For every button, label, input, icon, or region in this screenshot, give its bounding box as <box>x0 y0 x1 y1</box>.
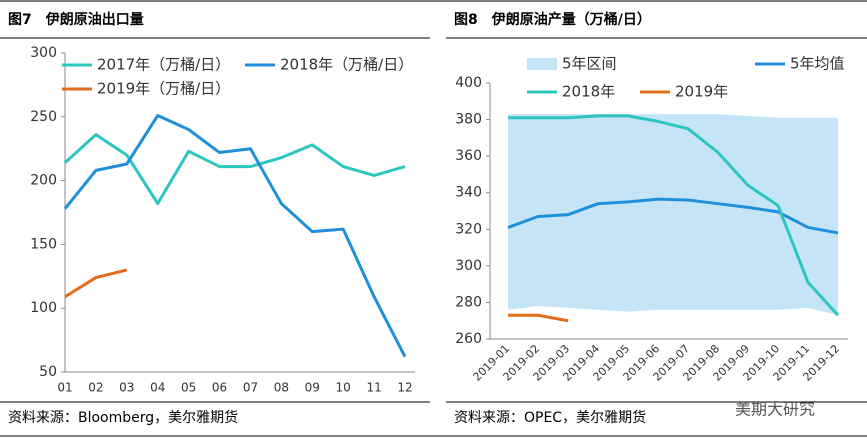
x-tick-label: 09 <box>305 381 320 395</box>
x-tick-label: 07 <box>243 381 258 395</box>
y-tick-label: 50 <box>39 364 57 380</box>
legend-label: 5年区间 <box>562 55 617 73</box>
y-tick-label: 200 <box>30 173 57 189</box>
x-tick-label: 03 <box>119 381 134 395</box>
band-area <box>508 114 838 316</box>
series-line <box>508 114 840 317</box>
legend-label: 2018年 <box>562 83 615 101</box>
y-tick-label: 280 <box>455 294 482 310</box>
y-tick-label: 100 <box>30 300 57 316</box>
y-tick-label: 300 <box>30 45 57 61</box>
x-tick-label: 11 <box>366 381 381 395</box>
y-tick-label: 320 <box>455 221 482 237</box>
legend-label: 5年均值 <box>790 55 845 73</box>
series-line <box>64 268 128 298</box>
source: 资料来源：OPEC，美尔雅期货 <box>454 409 646 426</box>
y-tick-label: 300 <box>455 258 482 274</box>
legend-swatch <box>527 58 557 70</box>
x-tick-label: 12 <box>397 381 412 395</box>
x-tick-label: 01 <box>57 381 72 395</box>
x-tick-label: 10 <box>336 381 351 395</box>
x-tick-label: 05 <box>181 381 196 395</box>
series-line <box>63 114 407 358</box>
y-tick-label: 380 <box>455 112 482 128</box>
y-tick-label: 340 <box>455 185 482 201</box>
chart-title: 图7 伊朗原油出口量 <box>8 11 144 28</box>
y-tick-label: 260 <box>455 331 482 347</box>
series-line <box>508 313 569 323</box>
x-tick-label: 06 <box>212 381 227 395</box>
x-tick-label: 04 <box>150 381 165 395</box>
legend-label: 2019年 <box>675 83 728 101</box>
y-tick-label: 360 <box>455 148 482 164</box>
y-tick-label: 250 <box>30 109 57 125</box>
chart-title: 图8 伊朗原油产量（万桶/日） <box>454 11 651 28</box>
y-tick-label: 150 <box>30 236 57 252</box>
source: 资料来源：Bloomberg，美尔雅期货 <box>8 409 238 426</box>
y-tick-label: 400 <box>455 75 482 91</box>
legend-label: 2018年（万桶/日） <box>280 56 413 74</box>
watermark: 美期大研究 <box>735 400 815 419</box>
x-tick-label: 08 <box>274 381 289 395</box>
legend-label: 2019年（万桶/日） <box>97 80 230 98</box>
x-tick-label: 02 <box>88 381 103 395</box>
series-line <box>63 133 406 206</box>
legend-label: 2017年（万桶/日） <box>97 56 230 74</box>
